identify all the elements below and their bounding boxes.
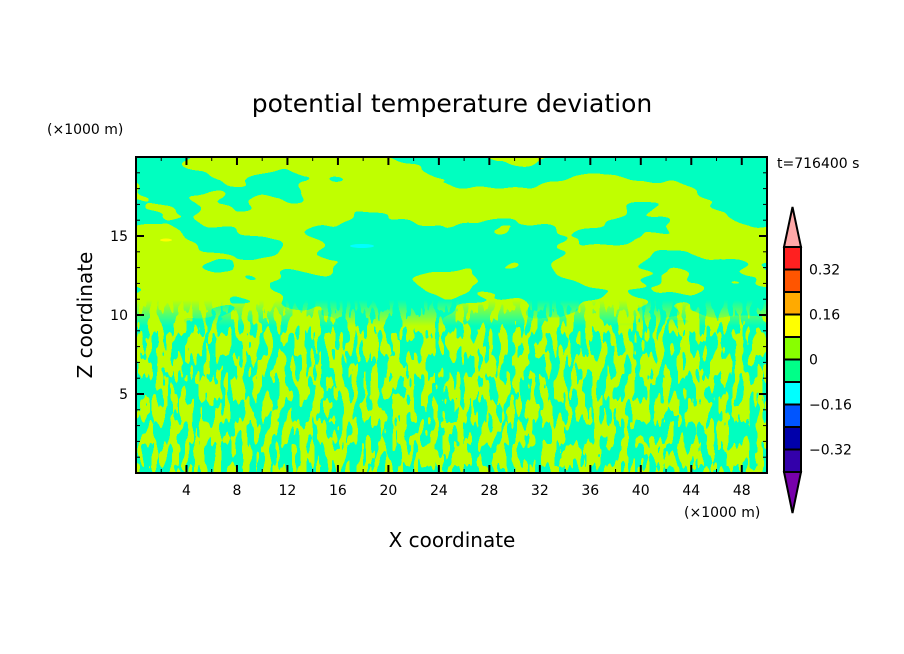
colorbar-lower-extension (782, 471, 803, 514)
colorbar-tick-label: 0 (809, 353, 818, 369)
x-tick-label: 44 (682, 483, 700, 499)
colorbar-swatch (783, 336, 802, 361)
time-label: t=716400 s (777, 156, 859, 172)
field-lower-convection (136, 300, 767, 473)
colorbar: 0.32 0.16 0 −0.16 −0.32 (782, 206, 852, 514)
colorbar-swatch (783, 313, 802, 338)
colorbar-swatch (783, 358, 802, 383)
colorbar-swatch (783, 426, 802, 451)
x-tick-label: 12 (279, 483, 297, 499)
colorbar-swatch (783, 246, 802, 271)
y-tick-label: 15 (110, 229, 128, 245)
x-tick-label: 48 (733, 483, 751, 499)
colorbar-swatch (783, 381, 802, 406)
y-tick-label: 5 (119, 387, 128, 403)
x-tick-label: 16 (329, 483, 347, 499)
x-tick-label: 40 (632, 483, 650, 499)
y-unit-label: (×1000 m) (47, 122, 123, 138)
x-tick-label: 4 (182, 483, 191, 499)
x-unit-label: (×1000 m) (684, 505, 760, 521)
x-tick-label: 36 (581, 483, 599, 499)
contour-field (136, 157, 767, 473)
colorbar-tick-label: −0.16 (809, 398, 852, 414)
colorbar-upper-extension (782, 206, 803, 248)
small-negative-patch (350, 244, 374, 248)
colorbar-swatch (783, 403, 802, 428)
colorbar-swatch (783, 291, 802, 316)
colorbar-swatch (783, 268, 802, 293)
y-axis-label: Z coordinate (73, 252, 97, 379)
x-tick-label: 28 (480, 483, 498, 499)
colorbar-tick-label: 0.16 (809, 308, 840, 324)
colorbar-tick-label: 0.32 (809, 263, 840, 279)
y-tick-label: 10 (110, 308, 128, 324)
chart-title: potential temperature deviation (252, 89, 652, 118)
x-tick-label: 20 (379, 483, 397, 499)
small-positive-patch (160, 238, 172, 242)
x-tick-label: 8 (232, 483, 241, 499)
colorbar-swatch (783, 448, 802, 473)
colorbar-tick-label: −0.32 (809, 443, 852, 459)
x-axis-label: X coordinate (389, 528, 516, 552)
x-tick-label: 24 (430, 483, 448, 499)
x-tick-label: 32 (531, 483, 549, 499)
